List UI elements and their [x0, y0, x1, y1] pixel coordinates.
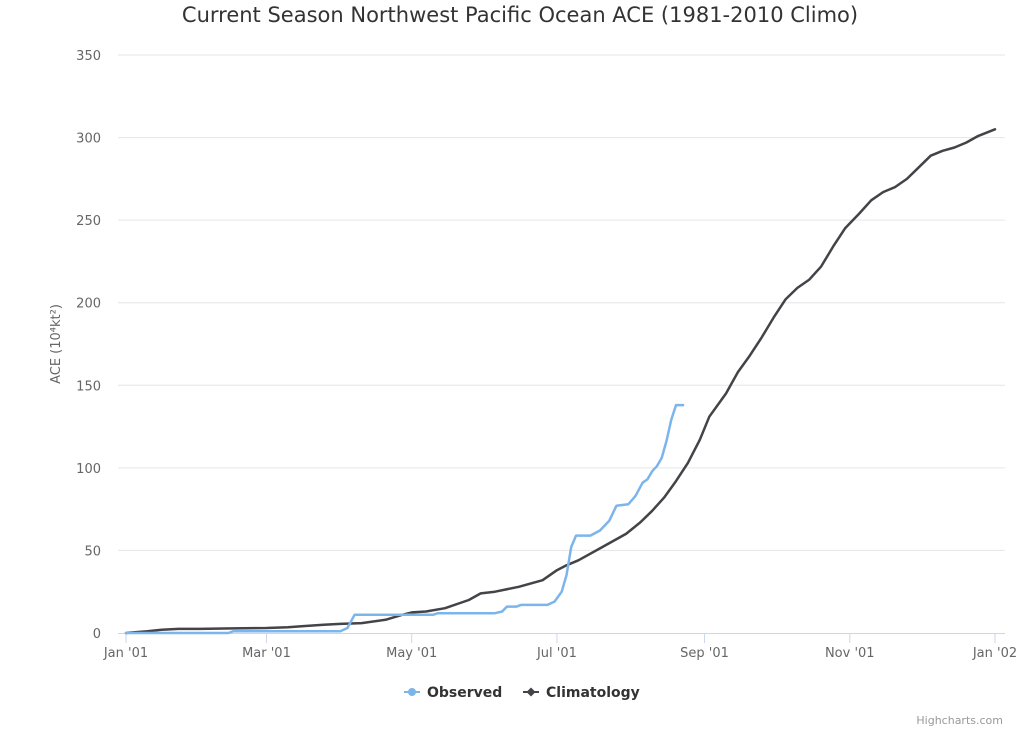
- y-tick-label: 300: [76, 132, 101, 147]
- series: [124, 128, 997, 635]
- y-tick-label: 150: [76, 379, 101, 394]
- y-tick-label: 200: [76, 297, 101, 312]
- legend-item-climatology[interactable]: Climatology: [523, 685, 640, 701]
- x-tick-label: Nov '01: [825, 646, 875, 661]
- series-line-climatology[interactable]: [124, 128, 997, 635]
- x-tick-label: Sep '01: [680, 646, 729, 661]
- y-tick-label: 250: [76, 214, 101, 229]
- chart-title: Current Season Northwest Pacific Ocean A…: [182, 3, 858, 27]
- legend[interactable]: Observed Climatology: [404, 685, 640, 701]
- x-tick-label: May '01: [386, 646, 437, 661]
- y-axis-ticks: 0 50 100 150 200 250 300 350: [76, 49, 101, 642]
- legend-label: Climatology: [546, 685, 640, 701]
- credits-link[interactable]: Highcharts.com: [916, 714, 1003, 727]
- y-tick-label: 0: [93, 627, 101, 642]
- legend-item-observed[interactable]: Observed: [404, 685, 502, 701]
- x-tick-label: Mar '01: [242, 646, 291, 661]
- x-tick-label: Jan '02: [972, 646, 1017, 661]
- y-tick-label: 350: [76, 49, 101, 64]
- legend-label: Observed: [427, 685, 502, 701]
- y-axis-label: ACE (10⁴kt²): [49, 304, 64, 384]
- y-tick-label: 100: [76, 462, 101, 477]
- legend-diamond-marker: [526, 687, 536, 697]
- x-axis: Jan '01 Mar '01 May '01 Jul '01 Sep '01 Nov '…: [103, 633, 1017, 661]
- series-line-observed[interactable]: [124, 403, 685, 635]
- x-tick-label: Jul '01: [536, 646, 577, 661]
- y-tick-label: 50: [84, 544, 101, 559]
- grid-lines: [118, 54, 1005, 551]
- legend-circle-marker: [408, 688, 416, 696]
- x-tick-label: Jan '01: [103, 646, 148, 661]
